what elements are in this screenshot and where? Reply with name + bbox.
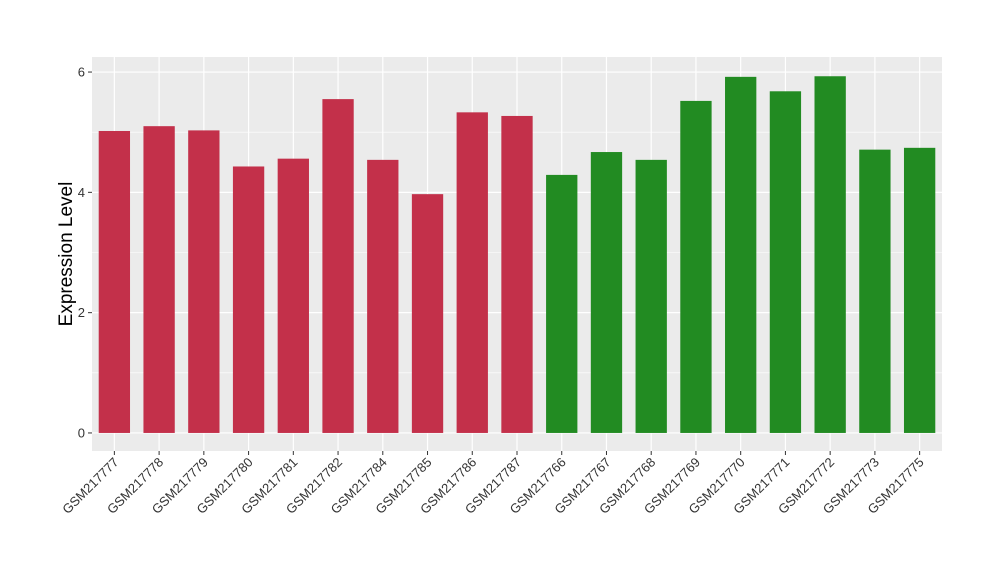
bar-GSM217769 bbox=[680, 100, 712, 433]
bar-GSM217766 bbox=[546, 174, 578, 433]
bar-GSM217767 bbox=[590, 152, 623, 433]
bar-GSM217773 bbox=[859, 149, 891, 433]
bar-GSM217782 bbox=[322, 99, 354, 433]
y-axis: 0 2 4 6 bbox=[78, 65, 92, 440]
bar-GSM217780 bbox=[232, 166, 265, 433]
y-tick-label: 0 bbox=[78, 425, 85, 440]
bar-GSM217770 bbox=[725, 76, 757, 433]
bar-GSM217787 bbox=[501, 115, 533, 433]
bars bbox=[98, 76, 936, 433]
bar-GSM217775 bbox=[903, 147, 936, 433]
bar-GSM217771 bbox=[769, 91, 802, 433]
bar-GSM217786 bbox=[456, 112, 488, 433]
y-tick-label: 2 bbox=[78, 305, 85, 320]
bar-GSM217781 bbox=[277, 158, 309, 433]
bar-GSM217785 bbox=[411, 194, 444, 433]
y-tick-label: 4 bbox=[78, 185, 85, 200]
bar-GSM217772 bbox=[814, 76, 846, 433]
bar-GSM217779 bbox=[188, 130, 220, 433]
y-axis-title: Expression Level bbox=[56, 182, 77, 327]
bar-GSM217777 bbox=[98, 130, 131, 433]
y-tick-label: 6 bbox=[78, 65, 85, 80]
x-axis: GSM217777GSM217778GSM217779GSM217780GSM2… bbox=[59, 451, 927, 517]
bar-GSM217784 bbox=[367, 159, 399, 433]
bar-GSM217768 bbox=[635, 159, 667, 433]
bar-GSM217778 bbox=[143, 126, 175, 433]
